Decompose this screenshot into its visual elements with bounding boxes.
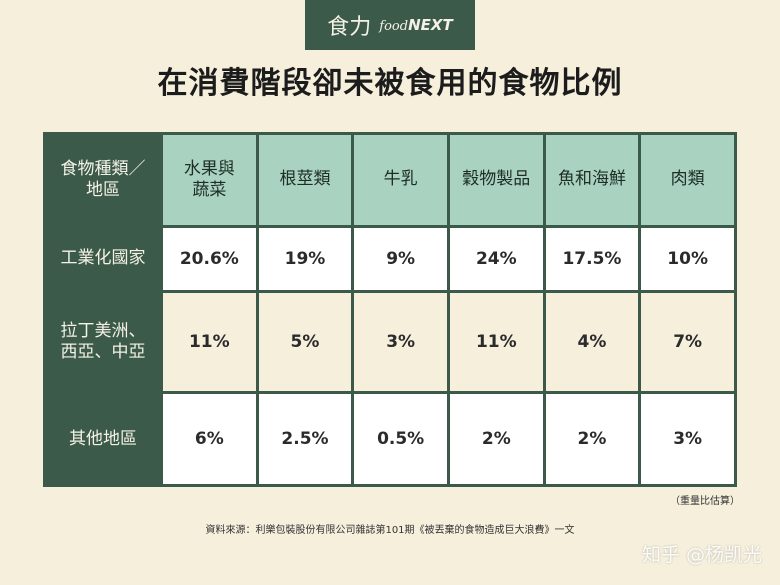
table-cell: 11% [163,292,256,392]
data-table-frame: 食物種類／ 地區 水果與 蔬菜 根莖類 牛乳 穀物製品 魚和海鮮 肉類 工業化國… [43,132,737,487]
row-header: 工業化國家 [46,227,160,290]
table-cell: 17.5% [545,227,639,290]
table-cell: 9% [354,227,447,290]
logo-chinese: 食力 [327,15,372,40]
column-header: 肉類 [641,135,734,225]
row-header: 其他地區 [46,394,160,484]
table-row: 其他地區 6% 2.5% 0.5% 2% 2% 3% [46,394,734,484]
column-header: 魚和海鮮 [545,135,639,225]
table-header-row: 食物種類／ 地區 水果與 蔬菜 根莖類 牛乳 穀物製品 魚和海鮮 肉類 [46,135,734,225]
watermark: 知乎 @杨凯光 [641,544,762,566]
weight-note: （重量比估算） [670,496,740,507]
logo-english: foodNEXT [379,16,452,34]
food-waste-table: 食物種類／ 地區 水果與 蔬菜 根莖類 牛乳 穀物製品 魚和海鮮 肉類 工業化國… [43,132,737,487]
table-cell: 19% [258,227,352,290]
logo-food: food [379,19,409,34]
brand-logo: 食力 foodNEXT [305,0,475,50]
table-row: 工業化國家 20.6% 19% 9% 24% 17.5% 10% [46,227,734,290]
page-title: 在消費階段卻未被食用的食物比例 [157,66,623,101]
table-cell: 24% [449,227,543,290]
table-cell: 6% [163,394,256,484]
table-cell: 11% [449,292,543,392]
corner-cell: 食物種類／ 地區 [46,135,160,225]
table-cell: 10% [641,227,734,290]
table-cell: 4% [545,292,639,392]
table-cell: 3% [354,292,447,392]
column-header: 水果與 蔬菜 [163,135,256,225]
table-cell: 20.6% [163,227,256,290]
column-header: 牛乳 [354,135,447,225]
table-cell: 3% [641,394,734,484]
column-header: 根莖類 [258,135,352,225]
row-header: 拉丁美洲、 西亞、中亞 [46,292,160,392]
table-cell: 2% [545,394,639,484]
table-row: 拉丁美洲、 西亞、中亞 11% 5% 3% 11% 4% 7% [46,292,734,392]
source-caption: 資料來源：利樂包裝股份有限公司雜誌第101期《被丟棄的食物造成巨大浪費》一文 [205,525,575,536]
table-cell: 2.5% [258,394,352,484]
table-cell: 7% [641,292,734,392]
logo-next: NEXT [408,16,453,34]
column-header: 穀物製品 [449,135,543,225]
table-cell: 5% [258,292,352,392]
table-cell: 2% [449,394,543,484]
table-cell: 0.5% [354,394,447,484]
